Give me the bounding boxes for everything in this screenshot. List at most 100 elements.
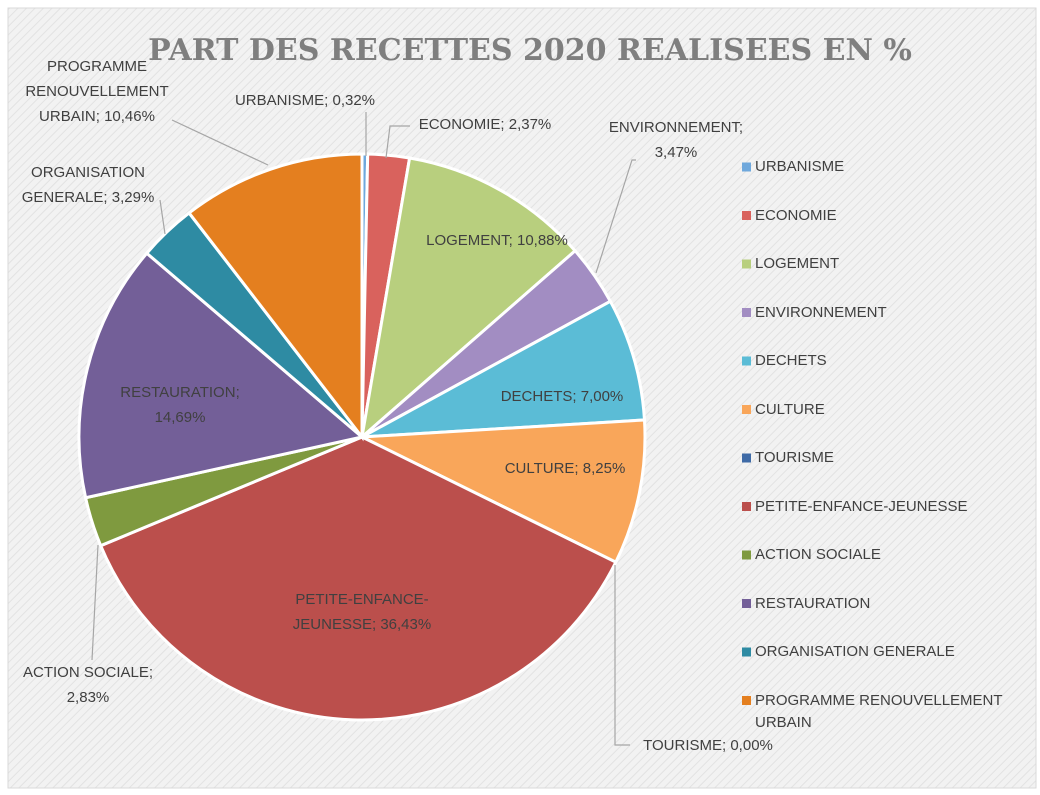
data-label-box: DECHETS; 7,00% [487,383,637,409]
data-label: LOGEMENT; 10,88% [407,227,587,253]
data-label-text: LOGEMENT; 10,88% [426,231,568,249]
legend-entry: ACTION SOCIALE [755,546,881,563]
data-label: ACTION SOCIALE; 2,83% [3,659,173,711]
legend-swatch [742,162,751,172]
legend-label: DECHETS [755,352,827,369]
label-value: 36,43% [380,616,432,633]
label-category: ORGANISATION GENERALE [21,164,145,206]
leader-line [614,565,630,746]
data-label-text: URBANISME; 0,32% [234,91,376,109]
data-label: ENVIRONNEMENT; 3,47% [591,114,761,166]
data-label-text: TOURISME; 0,00% [643,736,773,754]
legend-label: ORGANISATION GENERALE [755,643,955,660]
data-label-box: PETITE-ENFANCE-JEUNESSE; 36,43% [262,586,462,638]
label-value: 10,88% [516,231,568,249]
pie-slice [361,299,647,439]
data-label: TOURISME; 0,00% [623,732,793,758]
legend-label: ACTION SOCIALE [755,546,881,563]
data-label-text: CULTURE; 8,25% [504,459,626,477]
label-value: 2,37% [508,115,552,133]
data-label-box: ACTION SOCIALE; 2,83% [3,659,173,711]
data-label-text: PROGRAMME RENOUVELLEMENT URBAIN; 10,46% [25,57,169,125]
chart-title: PART DES RECETTES 2020 REALISEES EN % [148,33,912,68]
label-category: TOURISME [643,736,722,754]
data-label: ECONOMIE; 2,37% [400,111,570,137]
legend-swatch [742,211,751,220]
legend-label: CULTURE [755,400,825,418]
legend-entry: ORGANISATION GENERALE [755,643,955,660]
leader-line [595,159,636,274]
data-label-box: RESTAURATION; 14,69% [105,379,255,431]
legend-label: ECONOMIE [755,206,837,224]
leader-lines [91,112,636,746]
legend-entry: DECHETS [755,352,827,369]
legend-entry: LOGEMENT [755,255,840,272]
leader-line [385,125,410,159]
label-value: 3,47% [654,144,698,161]
data-label-text: PETITE-ENFANCE-JEUNESSE; 36,43% [292,591,432,633]
legend-swatch [742,647,751,657]
pie-slice [186,152,364,442]
label-category: PROGRAMME RENOUVELLEMENT URBAIN [25,57,169,125]
data-label: ORGANISATION GENERALE; 3,29% [3,159,173,211]
label-value: 8,25% [582,459,626,477]
data-label: CULTURE; 8,25% [490,455,640,481]
legend-label: TOURISME [755,449,834,466]
data-label-text: ACTION SOCIALE; 2,83% [22,664,154,706]
data-label-box: LOGEMENT; 10,88% [407,227,587,253]
legend-label: PETITE-ENFANCE-JEUNESSE [755,497,968,515]
legend-entry: ENVIRONNEMENT [755,303,887,321]
legend-entry: URBANISME [755,158,844,175]
legend-entry: PROGRAMME RENOUVELLEMENT URBAIN [755,691,1003,731]
data-label-text: ECONOMIE; 2,37% [418,115,552,133]
data-label-box: CULTURE; 8,25% [490,455,640,481]
legend-swatch [742,696,751,705]
data-label: DECHETS; 7,00% [487,383,637,409]
legend-swatch [742,502,751,511]
label-category: ACTION SOCIALE [22,664,149,681]
data-label: RESTAURATION; 14,69% [105,379,255,431]
label-category: URBANISME [234,91,325,109]
data-label: URBANISME; 0,32% [215,87,395,113]
label-category: CULTURE [504,459,575,477]
legend-label: RESTAURATION [755,594,871,612]
legend-swatch [742,308,751,317]
data-label-box: ORGANISATION GENERALE; 3,29% [3,159,173,211]
data-label-box: PROGRAMME RENOUVELLEMENT URBAIN; 10,46% [2,52,192,130]
legend-swatch [742,405,751,414]
data-label-box: ENVIRONNEMENT; 3,47% [591,114,761,166]
pie-slice [359,156,578,441]
leader-line [171,119,269,166]
legend-swatch [742,453,751,463]
data-label-box: URBANISME; 0,32% [215,87,395,113]
data-label-box: TOURISME; 0,00% [623,732,793,758]
data-label: PETITE-ENFANCE-JEUNESSE; 36,43% [262,586,462,638]
label-category: RESTAURATION [120,384,236,401]
legend-entry: ECONOMIE [755,206,837,224]
label-value: 7,00% [580,387,624,405]
label-value: 3,29% [111,189,155,206]
legend-label: LOGEMENT [755,255,840,272]
label-category: ENVIRONNEMENT [608,119,739,136]
label-value: 10,46% [104,107,155,125]
label-value: 2,83% [66,689,110,706]
legend-entry: RESTAURATION [755,594,871,612]
pie-slice [356,418,647,565]
data-label-text: RESTAURATION; 14,69% [120,384,240,426]
legend-swatch [742,259,751,269]
label-category: LOGEMENT [426,231,509,249]
legend-entry: TOURISME [755,449,834,466]
legend-entry: CULTURE [755,400,825,418]
data-label-text: DECHETS; 7,00% [500,387,624,405]
legend-label: ENVIRONNEMENT [755,303,887,321]
label-value: 14,69% [154,409,206,426]
leader-line [91,544,99,661]
legend-swatch [742,550,751,560]
legend-entry: PETITE-ENFANCE-JEUNESSE [755,497,968,515]
legend-label: PROGRAMME RENOUVELLEMENT URBAIN [755,691,1003,731]
data-label-box: ECONOMIE; 2,37% [400,111,570,137]
pie-slice [98,435,618,722]
label-value: 0,32% [332,91,376,109]
data-label: PROGRAMME RENOUVELLEMENT URBAIN; 10,46% [2,52,192,130]
